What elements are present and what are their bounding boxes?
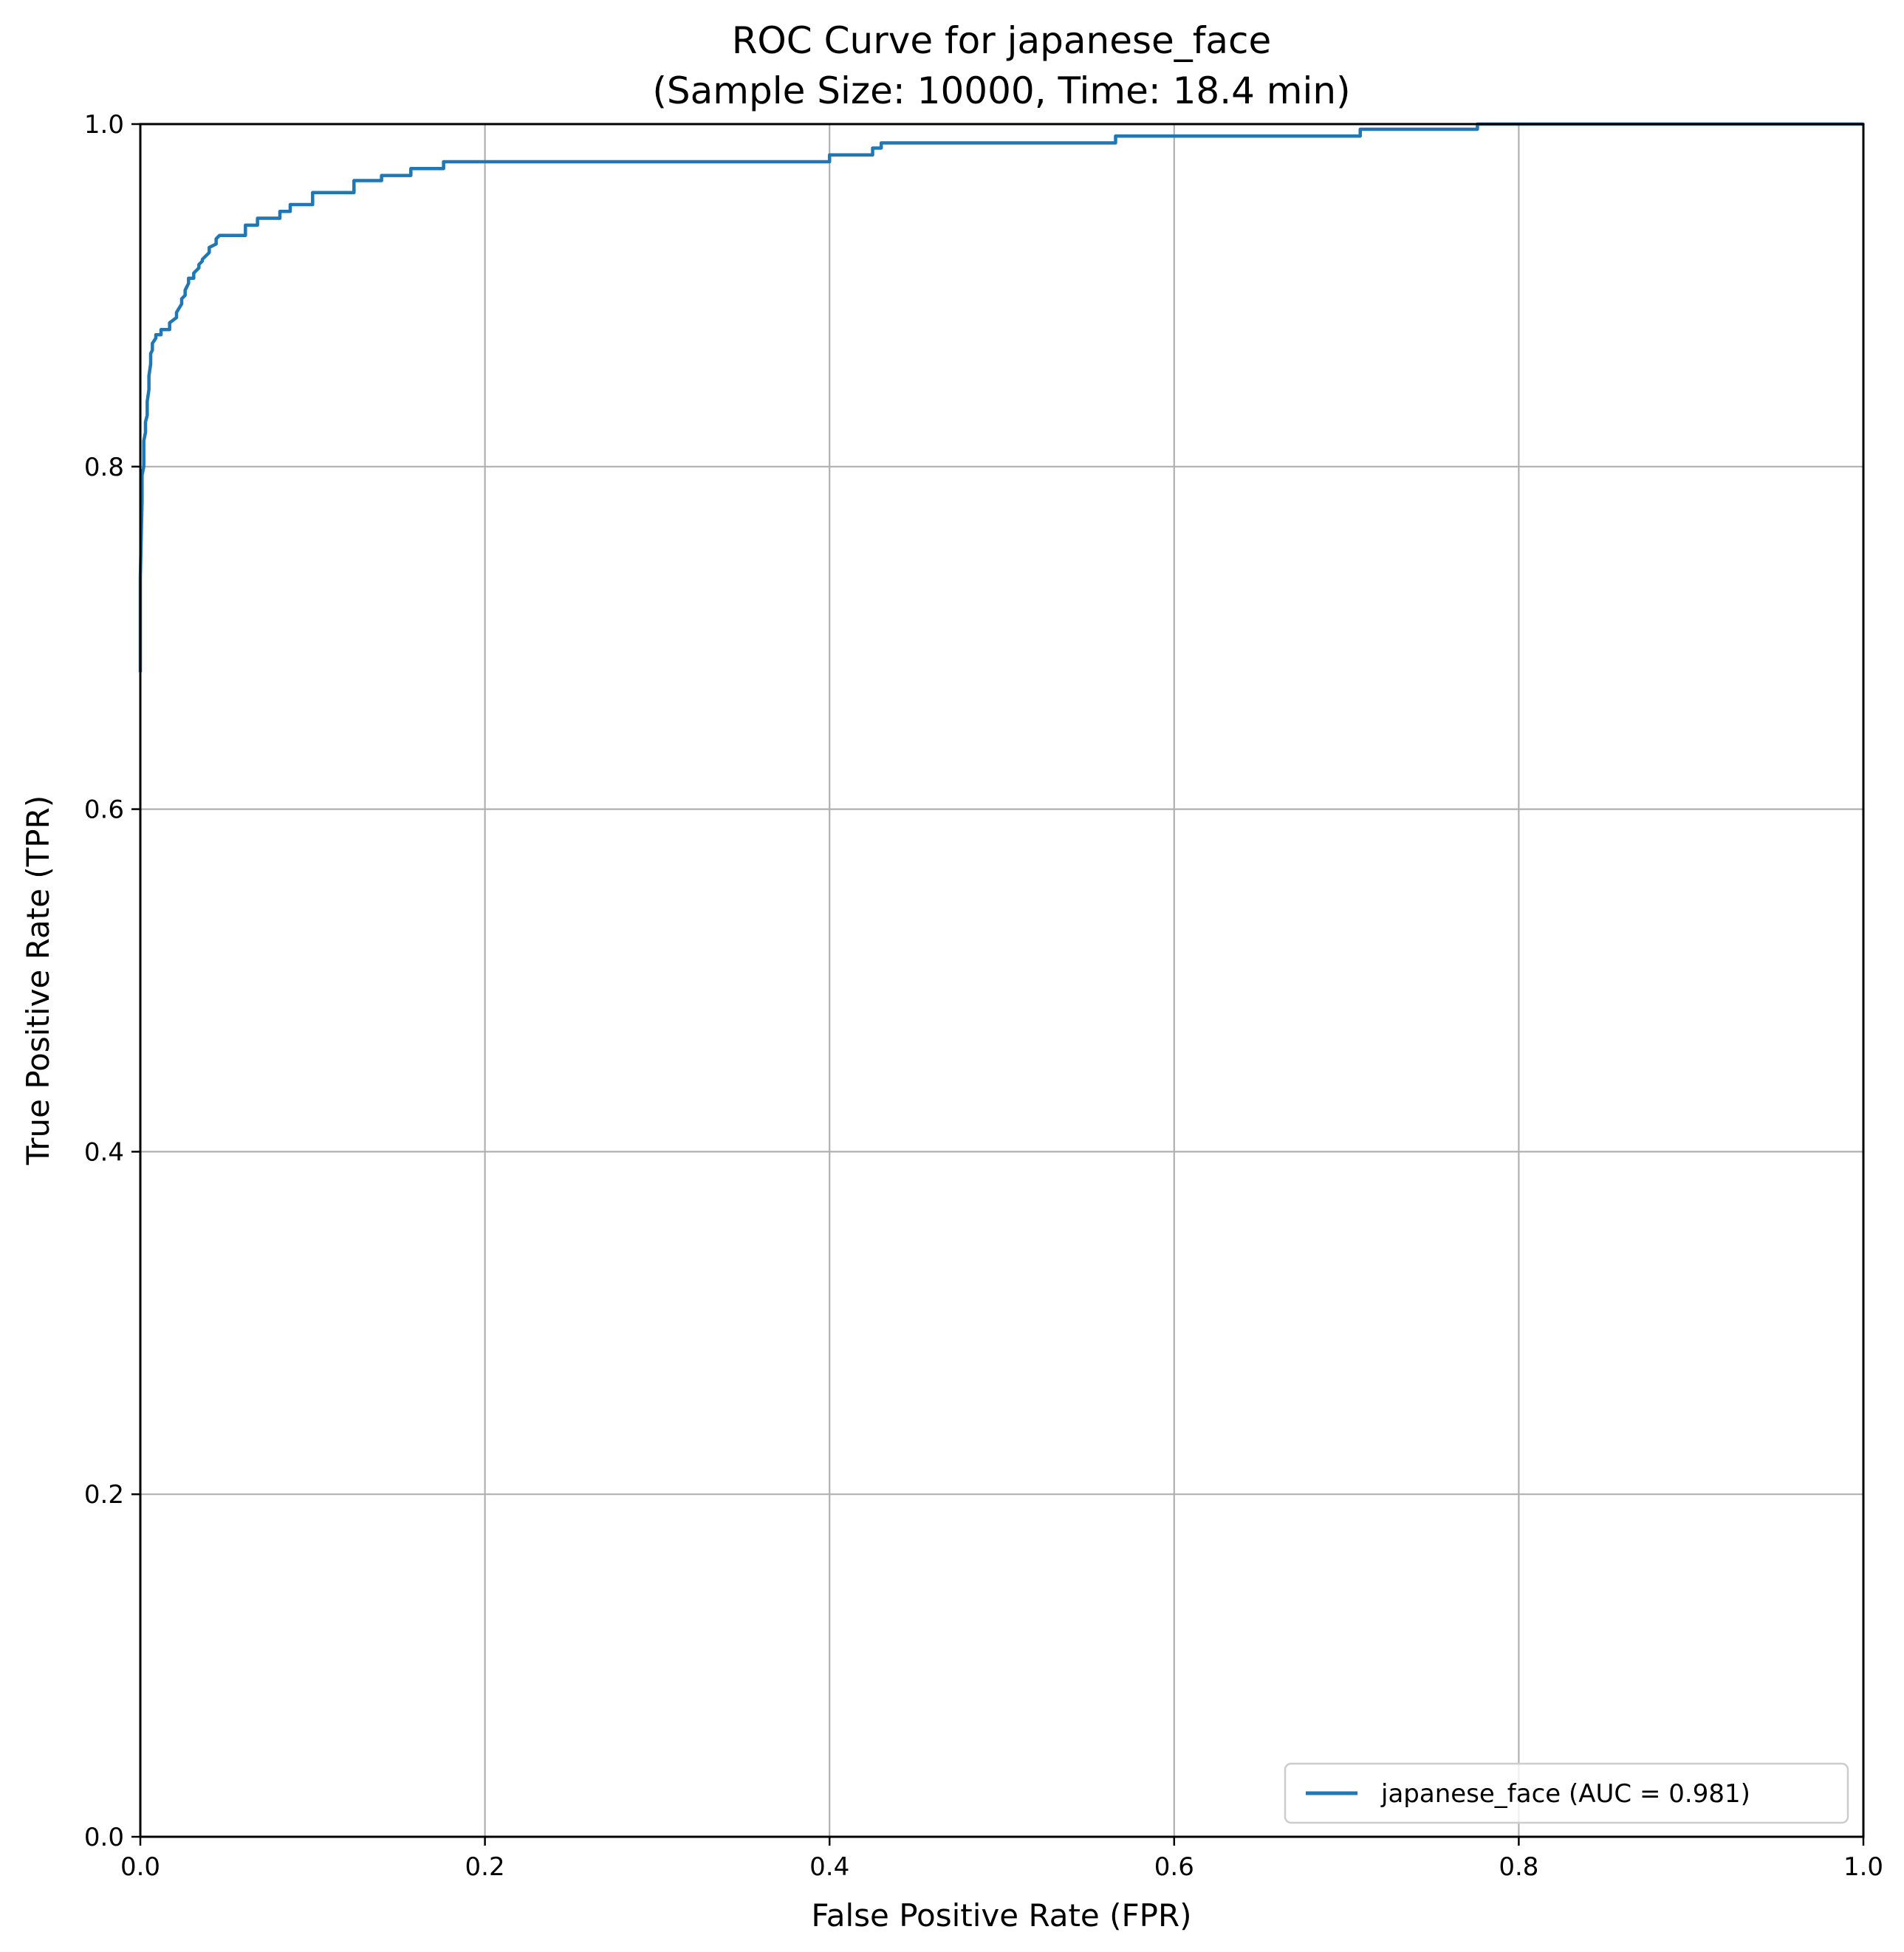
y-tick-label: 0.4 <box>84 1137 124 1167</box>
legend: japanese_face (AUC = 0.981) <box>1284 1762 1849 1824</box>
y-tick-label: 1.0 <box>84 110 124 140</box>
x-axis-label: False Positive Rate (FPR) <box>811 1897 1191 1934</box>
chart-title: ROC Curve for japanese_face <box>732 19 1272 62</box>
x-tick-label: 0.8 <box>1499 1852 1538 1882</box>
y-tick-label: 0.8 <box>84 453 124 482</box>
legend-entry-label: japanese_face (AUC = 0.981) <box>1380 1779 1750 1809</box>
y-axis-label: True Positive Rate (TPR) <box>20 795 56 1165</box>
y-tick-label: 0.2 <box>84 1480 124 1510</box>
x-tick-label: 0.0 <box>120 1852 160 1882</box>
roc-curve-line <box>138 122 1863 673</box>
chart-subtitle: (Sample Size: 10000, Time: 18.4 min) <box>652 69 1350 112</box>
y-tick-label: 0.0 <box>84 1823 124 1852</box>
x-tick-label: 0.6 <box>1154 1852 1194 1882</box>
x-tick-label: 1.0 <box>1843 1852 1883 1882</box>
x-tick-label: 0.2 <box>465 1852 505 1882</box>
x-tick-label: 0.4 <box>809 1852 849 1882</box>
legend-box <box>1284 1762 1849 1824</box>
ticks: 0.0 0.2 0.4 0.6 0.8 1.0 0.0 0.2 0.4 0.6 0.8 1.0 <box>84 110 1883 1882</box>
series-lines <box>138 122 1863 673</box>
axes-frame <box>139 123 1865 1838</box>
y-tick-label: 0.6 <box>84 795 124 825</box>
